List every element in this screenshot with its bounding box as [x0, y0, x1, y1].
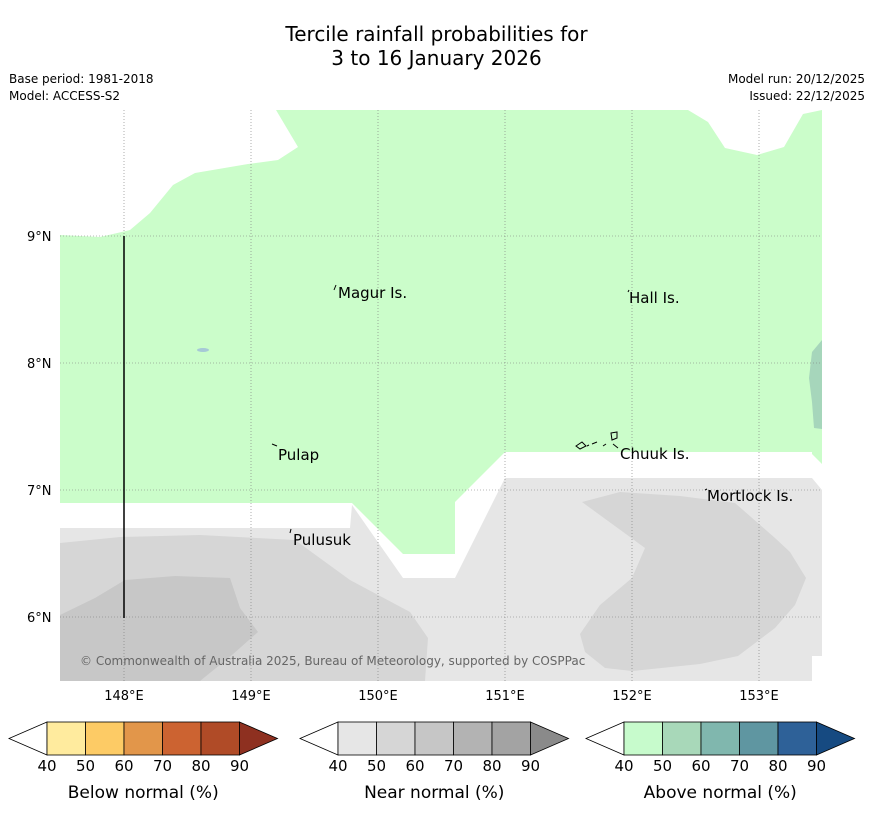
- lat-label-7: 7°N: [27, 484, 52, 499]
- issued-date: Issued: 22/12/2025: [749, 89, 865, 103]
- map-area: Magur Is. Hall Is. Pulap Chuuk Is. Mortl…: [60, 110, 822, 681]
- base-period: Base period: 1981-2018: [9, 72, 154, 86]
- island-pulap: [271, 443, 278, 447]
- legend-2-swatch-3: [739, 721, 779, 756]
- legend-0-tick-3: 70: [153, 757, 172, 775]
- legend-1-swatch-2: [414, 721, 454, 756]
- model-name: Model: ACCESS-S2: [9, 89, 121, 103]
- lon-label-150: 150°E: [358, 689, 398, 704]
- longitude-labels: 148°E 149°E 150°E 151°E 152°E 153°E: [104, 689, 779, 704]
- place-label-pulap: Pulap: [278, 446, 319, 464]
- lon-label-149: 149°E: [231, 689, 271, 704]
- legend-0: 40 50 60 70 80 90 Below normal (%): [7, 721, 279, 803]
- legend-0-tick-0: 40: [37, 757, 56, 775]
- place-label-mortlock: Mortlock Is.: [707, 487, 793, 505]
- legend-0-swatch-2: [123, 721, 163, 756]
- place-label-magur: Magur Is.: [338, 284, 407, 302]
- legend-1-under-arrow: [298, 721, 339, 756]
- lat-label-9: 9°N: [27, 230, 52, 245]
- legend-1-tick-1: 50: [367, 757, 386, 775]
- legend-0-tick-1: 50: [76, 757, 95, 775]
- legend-1-tick-3: 70: [444, 757, 463, 775]
- legend-2-title: Above normal (%): [644, 783, 797, 803]
- legend-2-tick-1: 50: [653, 757, 672, 775]
- legend-0-swatch-4: [200, 721, 240, 756]
- legend-2-under-arrow: [584, 721, 625, 756]
- island-chuuk-3: [602, 443, 607, 447]
- near-normal-50-region-east: [580, 492, 806, 671]
- place-label-pulusuk: Pulusuk: [293, 531, 351, 549]
- above-normal-60-region: [809, 340, 822, 429]
- place-labels: Magur Is. Hall Is. Pulap Chuuk Is. Mortl…: [278, 284, 793, 549]
- title-line-1: Tercile rainfall probabilities for: [285, 22, 588, 46]
- meta-right: Model run: 20/12/2025 Issued: 22/12/2025: [728, 71, 865, 105]
- legend-1-tick-4: 80: [482, 757, 501, 775]
- island-mortlock: [704, 488, 708, 491]
- title-line-2: 3 to 16 January 2026: [331, 46, 542, 70]
- island-chuuk-2: [591, 441, 598, 445]
- lat-label-6: 6°N: [27, 611, 52, 626]
- lon-label-151: 151°E: [485, 689, 525, 704]
- meta-left: Base period: 1981-2018 Model: ACCESS-S2: [9, 71, 154, 105]
- legend-1-title: Near normal (%): [364, 783, 504, 803]
- legend-2-over-arrow: [816, 721, 856, 756]
- legend-0-swatch-3: [162, 721, 202, 756]
- lon-label-153: 153°E: [739, 689, 779, 704]
- lat-label-8: 8°N: [27, 357, 52, 372]
- island-chuuk-5: [612, 443, 619, 449]
- legends: 40 50 60 70 80 90 Below normal (%) 40 50 60 70 80 90…: [7, 721, 856, 803]
- legend-1: 40 50 60 70 80 90 Near normal (%): [298, 721, 570, 803]
- island-chuuk-6: [586, 444, 590, 447]
- legend-2-swatch-4: [777, 721, 817, 756]
- above-normal-50-region: [60, 110, 822, 554]
- legend-0-under-arrow: [7, 721, 48, 756]
- map-title: Tercile rainfall probabilities for 3 to …: [0, 22, 873, 70]
- legend-2-tick-5: 90: [807, 757, 826, 775]
- latitude-labels: 9°N 8°N 7°N 6°N: [27, 230, 52, 626]
- island-chuuk-1: [575, 441, 587, 450]
- legend-1-over-arrow: [530, 721, 570, 756]
- model-run: Model run: 20/12/2025: [727, 72, 865, 86]
- legend-0-swatch-0: [46, 721, 86, 756]
- legend-1-swatch-1: [376, 721, 416, 756]
- place-label-hall: Hall Is.: [629, 289, 680, 307]
- legend-1-tick-5: 90: [521, 757, 540, 775]
- island-magur: [333, 284, 337, 291]
- island-outlines: [271, 284, 708, 534]
- island-hall: [627, 289, 630, 293]
- legend-1-tick-0: 40: [328, 757, 347, 775]
- legend-1-swatch-0: [337, 721, 377, 756]
- lon-label-152: 152°E: [612, 689, 652, 704]
- island-pulusuk: [289, 528, 292, 534]
- copyright-text: © Commonwealth of Australia 2025, Bureau…: [80, 654, 585, 668]
- legend-0-over-arrow: [239, 721, 279, 756]
- place-label-chuuk: Chuuk Is.: [620, 445, 689, 463]
- legend-1-swatch-3: [453, 721, 493, 756]
- legend-2-swatch-0: [623, 721, 663, 756]
- legend-2: 40 50 60 70 80 90 Above normal (%): [584, 721, 856, 803]
- island-chuuk-4: [610, 431, 618, 441]
- lon-label-148: 148°E: [104, 689, 144, 704]
- legend-2-swatch-1: [662, 721, 702, 756]
- legend-2-tick-3: 70: [730, 757, 749, 775]
- legend-0-tick-2: 60: [114, 757, 133, 775]
- legend-0-tick-4: 80: [191, 757, 210, 775]
- legend-0-tick-5: 90: [230, 757, 249, 775]
- legend-2-swatch-2: [700, 721, 740, 756]
- small-blob: [197, 348, 209, 352]
- legend-1-swatch-4: [491, 721, 531, 756]
- near-normal-60-region-west: [60, 576, 258, 681]
- legend-1-tick-2: 60: [405, 757, 424, 775]
- legend-2-tick-0: 40: [614, 757, 633, 775]
- legend-0-swatch-1: [85, 721, 125, 756]
- legend-2-tick-4: 80: [768, 757, 787, 775]
- legend-2-tick-2: 60: [691, 757, 710, 775]
- legend-0-title: Below normal (%): [68, 783, 219, 803]
